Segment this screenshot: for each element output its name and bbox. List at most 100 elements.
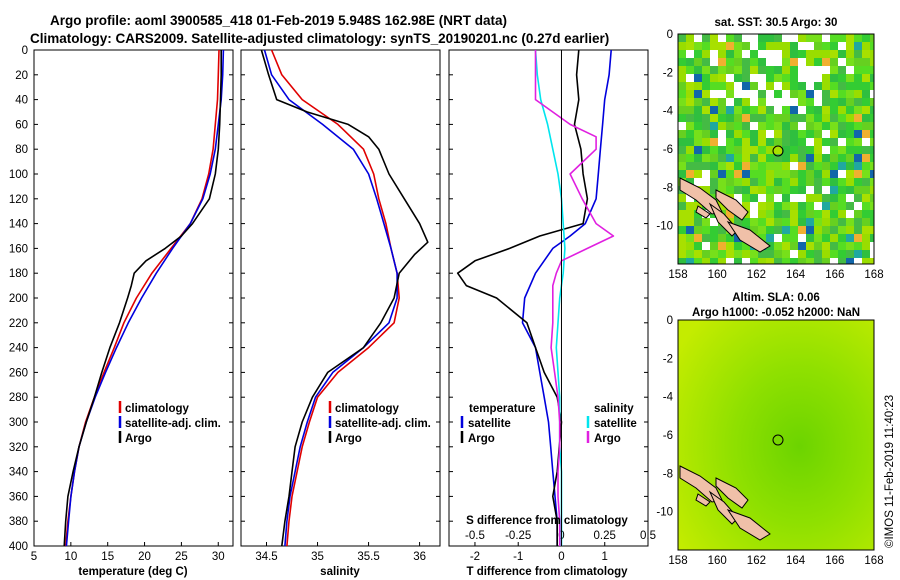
sst-cell bbox=[830, 234, 838, 242]
sst-cell bbox=[854, 186, 862, 194]
sst-cell bbox=[830, 194, 838, 202]
sst-cell bbox=[678, 146, 686, 154]
sst-cell bbox=[846, 34, 854, 42]
sla-islands bbox=[679, 465, 771, 541]
sst-cell bbox=[798, 170, 806, 178]
sst-cell bbox=[790, 82, 798, 90]
sst-cell bbox=[718, 114, 726, 122]
sst-cell bbox=[734, 106, 742, 114]
sst-cell bbox=[870, 106, 874, 114]
sst-cell bbox=[766, 146, 774, 154]
sst-cell bbox=[702, 162, 710, 170]
sst-cell bbox=[678, 234, 686, 242]
sst-cell bbox=[726, 34, 734, 42]
sst-cell bbox=[782, 194, 790, 202]
sst-cell bbox=[846, 154, 854, 162]
sst-cell bbox=[694, 170, 702, 178]
sst-cell bbox=[870, 58, 874, 66]
legend-label-s-argo: Argo bbox=[594, 433, 621, 445]
sst-cell bbox=[806, 34, 814, 42]
sst-cell bbox=[734, 234, 742, 242]
sst-cell bbox=[742, 186, 750, 194]
sst-cell bbox=[830, 202, 838, 210]
sst-cell bbox=[774, 226, 782, 234]
sst-cell bbox=[742, 250, 750, 258]
depth-tick-label: 240 bbox=[9, 343, 28, 355]
depth-tick-label: 200 bbox=[9, 293, 28, 305]
sst-cell bbox=[846, 226, 854, 234]
sst-cell bbox=[846, 122, 854, 130]
sst-cell bbox=[750, 250, 758, 258]
sst-cell bbox=[854, 218, 862, 226]
sst-cell bbox=[782, 42, 790, 50]
legend-heading-temperature: temperature bbox=[469, 403, 535, 415]
sst-cell bbox=[870, 42, 874, 50]
sst-cell bbox=[718, 106, 726, 114]
sst-cell bbox=[798, 210, 806, 218]
sst-cell bbox=[694, 250, 702, 258]
sst-cell bbox=[734, 34, 742, 42]
lon-tick-label: 162 bbox=[747, 555, 766, 567]
sst-cell bbox=[766, 106, 774, 114]
sst-cell bbox=[862, 234, 870, 242]
sst-cell bbox=[806, 226, 814, 234]
sst-cell bbox=[694, 226, 702, 234]
depth-tick-label: 320 bbox=[9, 442, 28, 454]
sst-cell bbox=[830, 90, 838, 98]
sst-cell bbox=[806, 106, 814, 114]
sst-cell bbox=[734, 58, 742, 66]
sst-cell bbox=[686, 154, 694, 162]
sst-cell bbox=[710, 66, 718, 74]
sst-cell bbox=[750, 114, 758, 122]
island-icon bbox=[715, 477, 749, 509]
sst-cell bbox=[710, 42, 718, 50]
sst-cell bbox=[854, 98, 862, 106]
depth-tick-label: 40 bbox=[15, 95, 28, 107]
sst-cell bbox=[766, 74, 774, 82]
sst-cell bbox=[862, 210, 870, 218]
sst-cell bbox=[702, 122, 710, 130]
sst-cell bbox=[766, 202, 774, 210]
sst-cell bbox=[678, 74, 686, 82]
sst-cell bbox=[822, 234, 830, 242]
sst-cell bbox=[862, 50, 870, 58]
sst-cell bbox=[678, 258, 686, 264]
sst-cell bbox=[838, 66, 846, 74]
sst-cell bbox=[686, 234, 694, 242]
sst-cell bbox=[774, 130, 782, 138]
argo-position-marker bbox=[772, 145, 784, 157]
sst-cell bbox=[686, 242, 694, 250]
sst-cell bbox=[710, 98, 718, 106]
sst-cell bbox=[686, 146, 694, 154]
sst-cell bbox=[862, 250, 870, 258]
sst-cell bbox=[838, 154, 846, 162]
depth-tick-label: 20 bbox=[15, 70, 28, 82]
sst-cell bbox=[710, 162, 718, 170]
sst-cell bbox=[678, 42, 686, 50]
sst-cell bbox=[766, 66, 774, 74]
sst-cell bbox=[822, 154, 830, 162]
sst-cell bbox=[870, 146, 874, 154]
depth-tick-label: 160 bbox=[9, 243, 28, 255]
sst-cell bbox=[702, 138, 710, 146]
sst-cell bbox=[830, 138, 838, 146]
sst-cell bbox=[726, 154, 734, 162]
sst-cell bbox=[718, 202, 726, 210]
sst-cell bbox=[782, 138, 790, 146]
sst-cell bbox=[830, 218, 838, 226]
sst-cell bbox=[726, 66, 734, 74]
sst-cell bbox=[774, 258, 782, 264]
sst-cell bbox=[798, 186, 806, 194]
sst-cell bbox=[750, 178, 758, 186]
sst-cell bbox=[798, 138, 806, 146]
sst-cell bbox=[798, 34, 806, 42]
s-diff-tick-label: -0.5 bbox=[465, 530, 485, 542]
sst-cell bbox=[758, 250, 766, 258]
sst-cell bbox=[790, 66, 798, 74]
sst-cell bbox=[782, 106, 790, 114]
sst-cell bbox=[694, 138, 702, 146]
sst-cell bbox=[854, 42, 862, 50]
sst-cell bbox=[766, 178, 774, 186]
sst-cell bbox=[742, 98, 750, 106]
sst-cell bbox=[742, 66, 750, 74]
